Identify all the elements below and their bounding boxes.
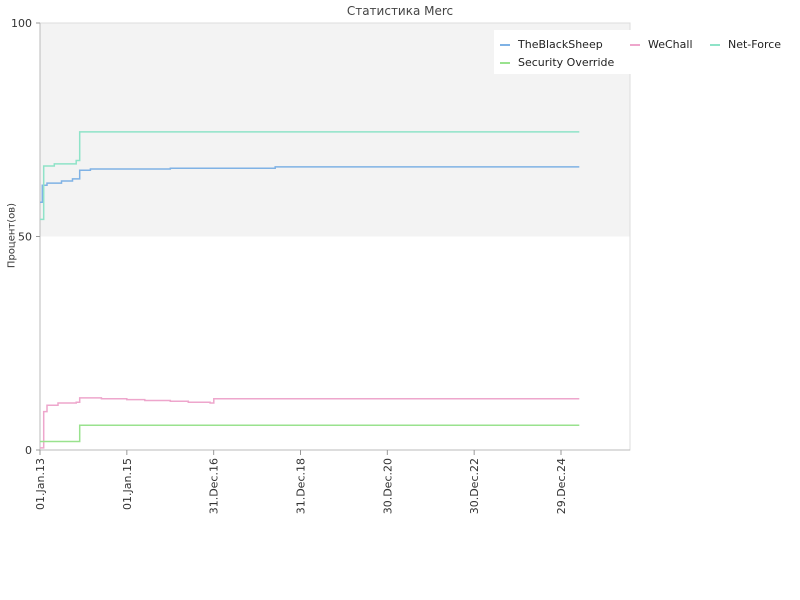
x-tick-label: 31.Dec.16: [208, 458, 221, 514]
x-tick-label: 31.Dec.18: [295, 458, 308, 514]
legend-label: WeChall: [648, 38, 693, 51]
series-line-theblacksheep: [40, 166, 580, 204]
chart-title: Статистика Merc: [346, 4, 454, 18]
x-tick-label: 30.Dec.22: [468, 458, 481, 514]
y-tick-label: 100: [11, 17, 32, 30]
series-line-security-override: [40, 424, 580, 443]
x-tick-label: 29.Dec.24: [555, 458, 568, 514]
x-tick-label: 01.Jan.13: [34, 458, 47, 510]
legend-label: Net-Force: [728, 38, 781, 51]
x-tick-label: 01.Jan.15: [121, 458, 134, 510]
y-tick-label: 50: [18, 231, 32, 244]
series-line-net-force: [40, 131, 580, 221]
x-tick-label: 30.Dec.20: [381, 458, 394, 514]
legend-label: Security Override: [518, 56, 614, 69]
legend-box: [494, 30, 794, 74]
series-line-wechall: [40, 397, 580, 449]
y-tick-label: 0: [25, 444, 32, 457]
legend-label: TheBlackSheep: [517, 38, 603, 51]
